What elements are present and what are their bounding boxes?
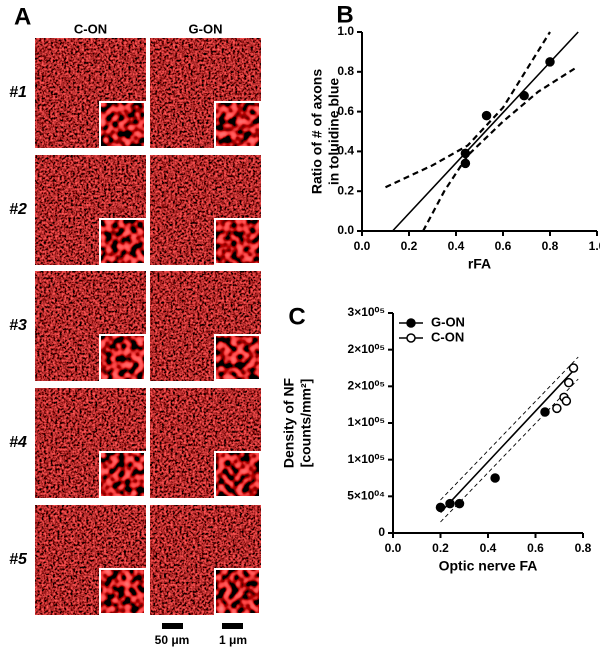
- data-point: [490, 473, 500, 483]
- x-axis-label: Optic nerve FA: [439, 558, 538, 574]
- data-point: [564, 377, 574, 388]
- x-tick-label: 0.2: [432, 541, 449, 555]
- data-point: [540, 407, 550, 417]
- data-point: [568, 363, 579, 373]
- y-tick-label: 1×10⁰⁵: [348, 415, 385, 429]
- column-header: C-ON: [74, 21, 107, 36]
- panel-label: C: [288, 303, 305, 330]
- inset: [100, 102, 145, 147]
- scale-bar-label: 1 μm: [219, 633, 247, 647]
- inset-border: [99, 568, 146, 615]
- inset-border: [99, 334, 146, 381]
- inset: [215, 335, 260, 380]
- x-tick-label: 0.6: [527, 541, 544, 555]
- y-tick-label: 1.0: [337, 24, 354, 38]
- inset-border: [214, 218, 261, 265]
- inset-border: [99, 218, 146, 265]
- data-point: [454, 498, 465, 509]
- x-tick-label: 0.8: [575, 541, 592, 555]
- inset-border: [99, 101, 146, 148]
- y-tick-label: 1×10⁰⁵: [348, 452, 385, 466]
- scale-bar-label: 50 μm: [155, 633, 190, 647]
- fit-line: [385, 31, 551, 189]
- fit-line: [422, 66, 577, 232]
- y-axis-label: in toluidine blue: [326, 78, 342, 186]
- y-axis-label: [counts/mm²]: [298, 379, 314, 468]
- inset-border: [99, 451, 146, 498]
- x-axis-label: rFA: [468, 256, 491, 272]
- y-tick-label: 0.6: [337, 104, 354, 118]
- row-label: #5: [9, 551, 28, 568]
- legend-marker: [406, 333, 416, 343]
- data-point: [445, 498, 455, 509]
- legend-marker: [406, 318, 416, 328]
- data-point: [545, 57, 555, 67]
- row-label: #1: [9, 84, 27, 101]
- x-tick-label: 0.0: [354, 239, 371, 253]
- y-tick-label: 0.0: [337, 223, 354, 237]
- inset: [215, 219, 260, 264]
- panel-label: A: [14, 3, 31, 30]
- scale-bar: [222, 623, 243, 629]
- fit-line: [439, 367, 577, 514]
- inset-border: [214, 568, 261, 615]
- y-tick-label: 0.2: [337, 183, 354, 197]
- inset: [215, 452, 260, 497]
- x-tick-label: 0.8: [542, 239, 559, 253]
- fit-line: [440, 378, 579, 523]
- x-tick-label: 0.0: [385, 541, 402, 555]
- data-point: [435, 502, 446, 513]
- y-tick-label: 0.4: [337, 144, 354, 158]
- inset-border: [214, 451, 261, 498]
- x-tick-label: 0.4: [448, 239, 465, 253]
- fit-line: [440, 356, 579, 501]
- inset: [100, 335, 145, 380]
- inset-border: [214, 334, 261, 381]
- y-tick-label: 0: [378, 525, 385, 539]
- y-tick-label: 0.8: [337, 64, 354, 78]
- row-label: #2: [9, 201, 27, 218]
- y-tick-label: 2×10⁰⁵: [348, 342, 385, 356]
- column-header: G-ON: [189, 21, 223, 36]
- legend-label: G-ON: [431, 314, 465, 329]
- inset: [100, 569, 145, 614]
- x-tick-label: 1.0: [589, 239, 600, 253]
- data-point: [552, 403, 562, 414]
- row-label: #3: [9, 317, 27, 334]
- inset: [215, 102, 260, 147]
- inset: [100, 452, 145, 497]
- panel-label: B: [336, 1, 353, 28]
- data-point: [519, 90, 529, 101]
- y-tick-label: 5×10⁰⁴: [347, 489, 385, 503]
- data-point: [460, 158, 471, 169]
- x-tick-label: 0.4: [480, 541, 497, 555]
- data-point: [481, 110, 492, 121]
- y-tick-label: 3×10⁰⁵: [348, 305, 385, 319]
- row-label: #4: [9, 434, 27, 451]
- data-point: [460, 148, 471, 159]
- inset: [215, 569, 260, 614]
- scale-bar: [162, 623, 183, 629]
- legend-label: C-ON: [431, 329, 464, 344]
- data-point: [561, 396, 572, 406]
- x-tick-label: 0.2: [401, 239, 418, 253]
- y-axis-label: Ratio of # of axons: [309, 69, 325, 194]
- inset: [100, 219, 145, 264]
- y-tick-label: 2×10⁰⁵: [348, 379, 385, 393]
- y-axis-label: Density of NF: [281, 377, 297, 468]
- x-tick-label: 0.6: [495, 239, 512, 253]
- inset-border: [214, 101, 261, 148]
